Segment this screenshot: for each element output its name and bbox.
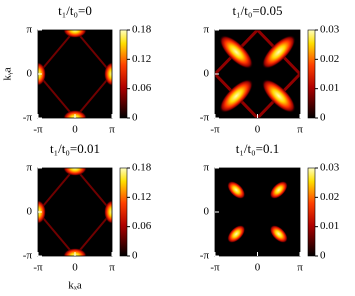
x-axis-label: kₓa bbox=[68, 280, 82, 292]
panel-title: t₁/t₀=0.05 bbox=[233, 3, 283, 18]
colorbar-tick-label: 0 bbox=[320, 250, 326, 262]
heat-spot bbox=[227, 225, 246, 243]
x-tick-label: -π bbox=[210, 124, 220, 136]
heat-layer bbox=[227, 181, 288, 243]
x-tick-label: -π bbox=[210, 262, 220, 274]
colorbar-tick-label: 0.01 bbox=[320, 82, 339, 94]
colorbar-tick-label: 0 bbox=[132, 250, 138, 262]
y-tick-label: π bbox=[203, 162, 209, 174]
heat-spot bbox=[219, 35, 254, 69]
plot-background bbox=[38, 168, 112, 256]
x-tick-label: 0 bbox=[72, 124, 78, 136]
y-tick-label: 0 bbox=[204, 68, 210, 80]
heat-spot bbox=[261, 35, 296, 69]
y-tick-label: -π bbox=[23, 112, 33, 124]
heat-spot bbox=[63, 168, 87, 176]
heat-spot bbox=[261, 79, 296, 113]
y-tick-label: 0 bbox=[27, 68, 33, 80]
x-tick-label: 0 bbox=[255, 262, 261, 274]
colorbar bbox=[119, 29, 128, 119]
colorbar-tick-label: 0.18 bbox=[132, 162, 152, 174]
plot-background bbox=[38, 30, 112, 118]
y-tick-label: -π bbox=[200, 250, 210, 262]
y-tick-label: 0 bbox=[204, 206, 210, 218]
x-tick-label: 0 bbox=[72, 262, 78, 274]
fermi-line bbox=[38, 168, 112, 256]
x-tick-label: -π bbox=[33, 262, 43, 274]
y-tick-label: π bbox=[26, 162, 32, 174]
colorbar-tick-label: 0.18 bbox=[132, 24, 152, 36]
panel-title: t₁/t₀=0.1 bbox=[236, 141, 279, 156]
fermi-line bbox=[215, 30, 300, 118]
colorbar-tick-label: 0 bbox=[132, 112, 138, 124]
y-tick-label: π bbox=[26, 24, 32, 36]
y-tick-label: 0 bbox=[27, 206, 33, 218]
x-tick-label: π bbox=[297, 124, 303, 136]
colorbar bbox=[307, 29, 316, 119]
y-axis-label: kᵧa bbox=[2, 67, 14, 80]
heat-spot bbox=[38, 200, 46, 224]
colorbar-tick-label: 0.12 bbox=[132, 53, 151, 65]
colorbar-tick-label: 0.02 bbox=[320, 191, 339, 203]
colorbar-tick-label: 0.03 bbox=[320, 162, 340, 174]
heat-spot bbox=[227, 181, 246, 199]
x-tick-label: -π bbox=[33, 124, 43, 136]
heat-layer bbox=[215, 30, 300, 118]
heat-spot bbox=[269, 181, 288, 199]
fermi-line bbox=[38, 30, 112, 118]
colorbar-tick-label: 0.06 bbox=[132, 220, 152, 232]
heat-spot bbox=[63, 30, 87, 38]
heat-spot bbox=[38, 62, 46, 86]
y-tick-label: -π bbox=[200, 112, 210, 124]
panel-title: t₁/t₀=0.01 bbox=[50, 141, 100, 156]
colorbar-tick-label: 0.12 bbox=[132, 191, 151, 203]
heat-spot bbox=[269, 225, 288, 243]
plot-background bbox=[215, 168, 300, 256]
colorbar-tick-label: 0 bbox=[320, 112, 326, 124]
x-tick-label: π bbox=[109, 262, 115, 274]
panel-title: t₁/t₀=0 bbox=[58, 3, 92, 18]
colorbar bbox=[307, 167, 316, 257]
x-tick-label: π bbox=[109, 124, 115, 136]
y-tick-label: -π bbox=[23, 250, 33, 262]
colorbar-tick-label: 0.06 bbox=[132, 82, 152, 94]
heat-spot bbox=[219, 79, 254, 113]
colorbar-tick-label: 0.03 bbox=[320, 24, 340, 36]
colorbar-tick-label: 0.02 bbox=[320, 53, 339, 65]
y-tick-label: π bbox=[203, 24, 209, 36]
x-tick-label: π bbox=[297, 262, 303, 274]
x-tick-label: 0 bbox=[255, 124, 261, 136]
colorbar-tick-label: 0.01 bbox=[320, 220, 339, 232]
colorbar bbox=[119, 167, 128, 257]
